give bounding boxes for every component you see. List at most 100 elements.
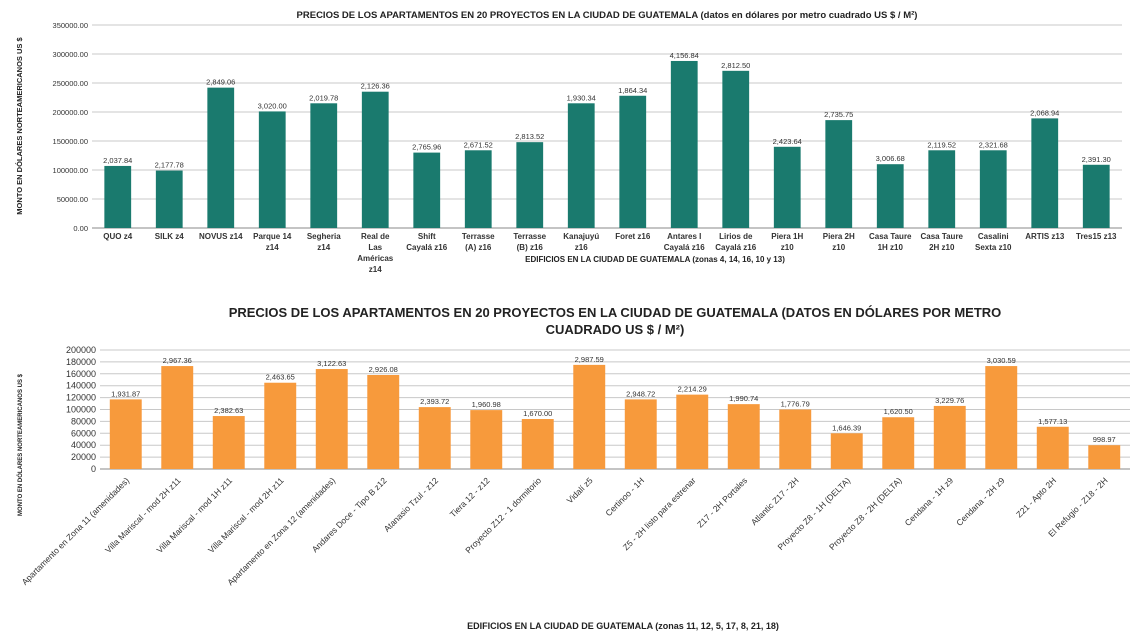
- data-label: 1,577.13: [1038, 417, 1067, 426]
- y-tick-label: 0.00: [73, 224, 88, 233]
- data-label: 2,671.52: [464, 140, 493, 149]
- data-label: 2,321.68: [979, 140, 1008, 149]
- y-tick-label: 200000: [66, 345, 96, 355]
- category-label: Antares I Cayalá z16: [664, 232, 705, 252]
- data-label: 3,006.68: [876, 154, 905, 163]
- chart-title: CUADRADO US $ / M²): [546, 322, 685, 337]
- data-label: 1,646.39: [832, 423, 861, 432]
- category-label: Z17 - 2H Portales: [695, 475, 749, 529]
- data-label: 2,177.78: [155, 161, 184, 170]
- data-label: 2,391.30: [1082, 155, 1111, 164]
- y-tick-label: 160000: [66, 369, 96, 379]
- data-label: 2,126.36: [361, 82, 390, 91]
- bar: [573, 364, 606, 469]
- data-label: 1,960.98: [472, 400, 501, 409]
- data-label: 998.97: [1093, 435, 1116, 444]
- bar: [109, 399, 142, 469]
- bar: [1036, 426, 1069, 469]
- data-label: 2,987.59: [575, 355, 604, 364]
- data-label: 3,229.76: [935, 396, 964, 405]
- y-tick-label: 50000.00: [57, 195, 88, 204]
- bar: [1088, 445, 1121, 469]
- y-tick-label: 300000.00: [53, 50, 88, 59]
- category-label: Apartamento en Zona 11 (amenidades): [20, 475, 132, 587]
- data-label: 2,214.29: [678, 385, 707, 394]
- chart-top-teal-bars: PRECIOS DE LOS APARTAMENTOS EN 20 PROYEC…: [15, 10, 1122, 274]
- bar: [1082, 164, 1110, 228]
- category-label: NOVUS z14: [199, 232, 243, 241]
- bar: [516, 142, 544, 228]
- y-tick-label: 120000: [66, 393, 96, 403]
- bar: [779, 409, 812, 469]
- x-axis-title: EDIFICIOS EN LA CIUDAD DE GUATEMALA (zon…: [467, 621, 779, 631]
- category-label: Casa Taure 2H z10: [920, 232, 963, 252]
- bar: [928, 150, 956, 228]
- y-tick-label: 180000: [66, 357, 96, 367]
- bar: [264, 382, 297, 469]
- bar: [979, 150, 1007, 228]
- category-label: Terrasse (B) z16: [513, 232, 546, 252]
- data-label: 2,967.36: [163, 356, 192, 365]
- data-label: 2,948.72: [626, 389, 655, 398]
- bar: [933, 405, 966, 469]
- bar: [418, 407, 451, 469]
- bar: [722, 70, 750, 228]
- category-label: Tiera 12 - z12: [448, 475, 492, 519]
- y-tick-label: 250000.00: [53, 79, 88, 88]
- data-label: 2,765.96: [412, 143, 441, 152]
- bar: [624, 399, 657, 469]
- x-axis-title: EDIFICIOS EN LA CIUDAD DE GUATEMALA (zon…: [525, 255, 785, 264]
- bar: [773, 146, 801, 228]
- category-label: Z21 - Apto 2H: [1014, 475, 1058, 519]
- bar: [212, 416, 245, 469]
- bar: [155, 170, 183, 228]
- data-label: 3,030.59: [987, 356, 1016, 365]
- bar: [567, 103, 595, 228]
- category-label: Certinoo - 1H: [603, 475, 646, 518]
- category-label: Shift Cayalá z16: [406, 232, 447, 252]
- category-label: Kanajuyú z16: [563, 232, 599, 252]
- category-label: Casa Taure 1H z10: [869, 232, 912, 252]
- data-label: 4,156.84: [670, 51, 699, 60]
- data-label: 1,930.34: [567, 93, 596, 102]
- category-label: Lirios de Cayalá z16: [715, 232, 756, 252]
- y-axis-title: MONTO EN DÓLARES NORTEAMERICANOS US $: [16, 373, 24, 516]
- bar: [104, 165, 132, 228]
- data-label: 2,393.72: [420, 397, 449, 406]
- bar: [727, 404, 760, 469]
- category-label: Tres15 z13: [1076, 232, 1117, 241]
- data-label: 3,020.00: [258, 101, 287, 110]
- data-label: 1,990.74: [729, 394, 758, 403]
- data-label: 2,849.06: [206, 78, 235, 87]
- data-label: 2,423.64: [773, 137, 802, 146]
- bar: [310, 103, 338, 228]
- bar: [470, 410, 503, 469]
- chart-title: PRECIOS DE LOS APARTAMENTOS EN 20 PROYEC…: [297, 10, 918, 21]
- bar: [413, 152, 441, 228]
- category-label: Cendana - 2H z9: [954, 475, 1007, 528]
- y-tick-label: 200000.00: [53, 108, 88, 117]
- bar: [464, 150, 492, 228]
- data-label: 2,812.50: [721, 61, 750, 70]
- category-label: ARTIS z13: [1025, 232, 1065, 241]
- y-tick-label: 150000.00: [53, 137, 88, 146]
- category-label: Atanasio Tzul - z12: [382, 475, 441, 534]
- bar: [258, 111, 286, 228]
- data-label: 2,119.52: [927, 140, 956, 149]
- bar: [1031, 118, 1059, 228]
- category-label: SILK z4: [155, 232, 184, 241]
- bar: [315, 369, 348, 469]
- data-label: 1,864.34: [618, 86, 647, 95]
- y-tick-label: 0: [91, 464, 96, 474]
- bar: [367, 374, 400, 469]
- category-label: QUO z4: [103, 232, 132, 241]
- data-label: 2,019.78: [309, 93, 338, 102]
- y-tick-label: 350000.00: [53, 21, 88, 30]
- data-label: 2,926.08: [369, 365, 398, 374]
- bar: [876, 164, 904, 228]
- bar: [361, 91, 389, 228]
- bar: [882, 417, 915, 469]
- data-label: 2,735.75: [824, 110, 853, 119]
- category-label: Piera 2H z10: [823, 232, 855, 252]
- bar: [161, 366, 194, 469]
